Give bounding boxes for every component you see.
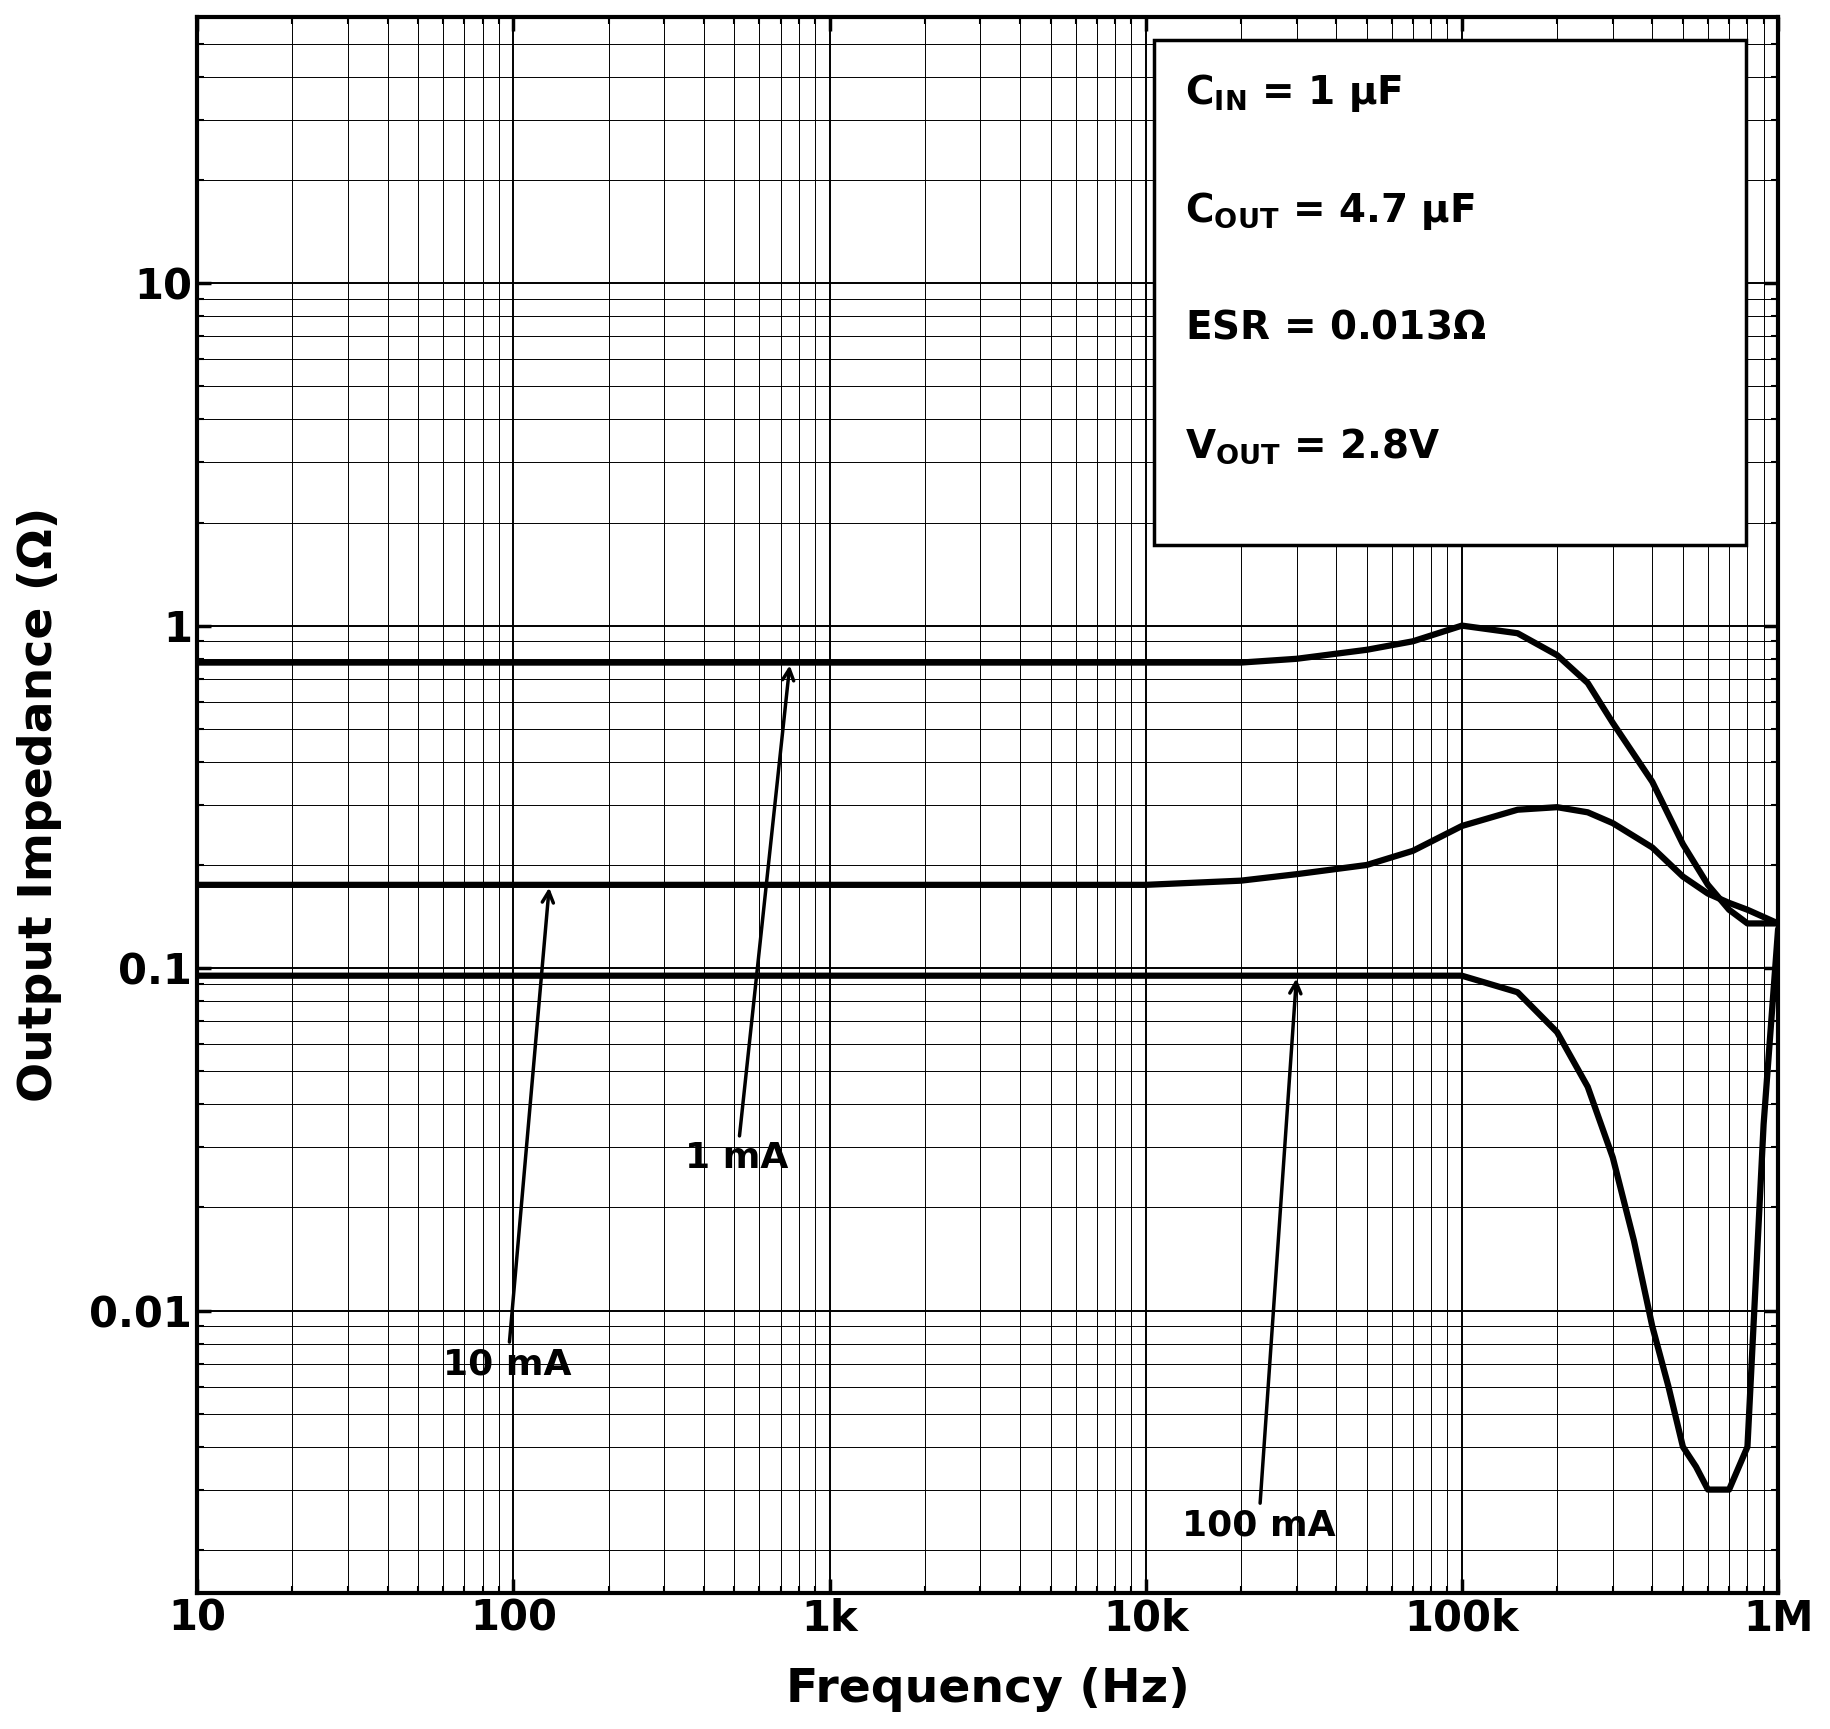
Text: 100 mA: 100 mA — [1182, 982, 1336, 1542]
Y-axis label: Output Impedance (Ω): Output Impedance (Ω) — [16, 507, 62, 1103]
Text: ESR = 0.013$\Omega$: ESR = 0.013$\Omega$ — [1186, 308, 1486, 346]
Text: 10 mA: 10 mA — [443, 892, 571, 1381]
Text: $C_{OUT}$ = 4.7 $\mu$F: $C_{OUT}$ = 4.7 $\mu$F — [1186, 190, 1475, 232]
FancyBboxPatch shape — [1153, 40, 1746, 545]
Text: $C_{IN}$ = 1 $\mu$F: $C_{IN}$ = 1 $\mu$F — [1186, 73, 1402, 114]
Text: $V_{OUT}$ = 2.8V: $V_{OUT}$ = 2.8V — [1186, 427, 1440, 467]
X-axis label: Frequency (Hz): Frequency (Hz) — [785, 1667, 1190, 1712]
Text: 1 mA: 1 mA — [686, 669, 794, 1176]
